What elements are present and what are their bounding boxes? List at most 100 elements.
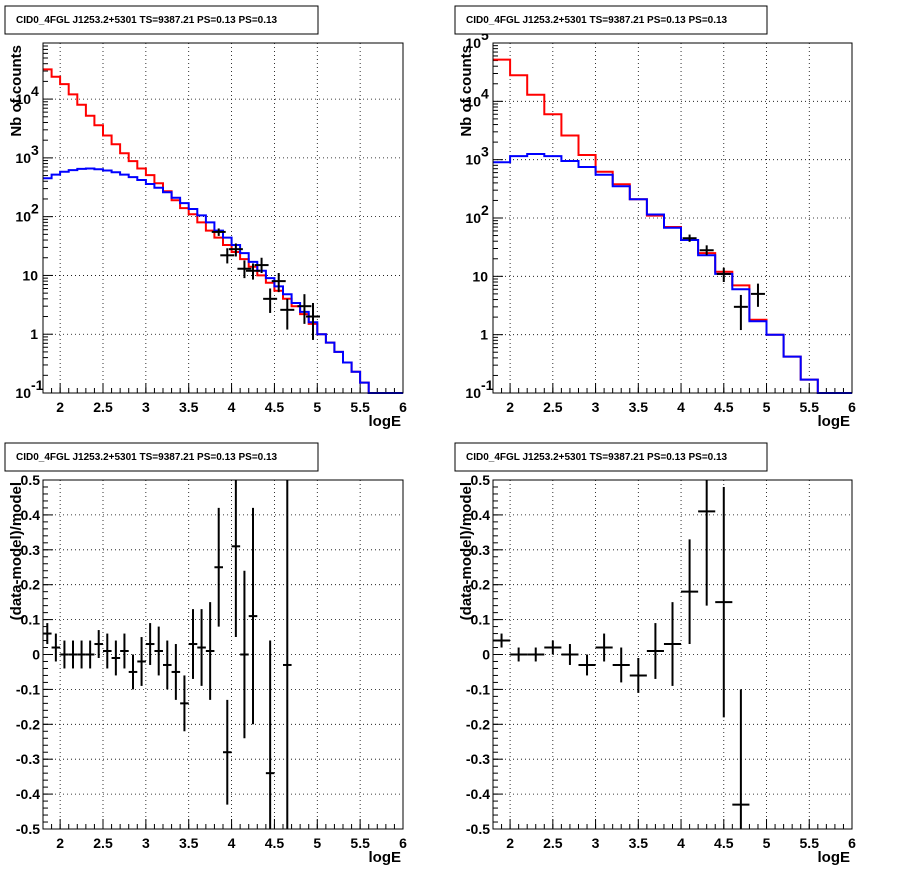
x-tick-label: 2 — [506, 399, 514, 415]
residual-point — [544, 640, 562, 655]
residual-point — [248, 507, 258, 725]
x-tick-label: 3 — [592, 399, 600, 415]
plot-frame — [42, 42, 404, 394]
y-tick-label: 10 — [15, 150, 31, 166]
residual-point — [612, 647, 630, 683]
data-point — [237, 260, 252, 279]
y-tick-label: 0.2 — [471, 577, 491, 593]
y-tick-label: -0.1 — [16, 681, 40, 697]
residual-point — [111, 640, 121, 676]
residual-point — [85, 640, 95, 669]
y-tick-label: -0.4 — [466, 786, 490, 802]
data-point — [263, 288, 278, 313]
residual-point — [214, 507, 223, 627]
x-tick-label: 2 — [56, 835, 64, 851]
residual-point — [154, 626, 163, 676]
y-tick-label: 1 — [30, 326, 38, 342]
y-tick-exponent: 2 — [481, 202, 489, 218]
residual-point — [595, 633, 613, 662]
y-tick-label: 0.2 — [21, 577, 41, 593]
residual-point — [283, 480, 292, 829]
y-tick-label: 0.3 — [471, 542, 491, 558]
plot-frame — [492, 42, 853, 394]
x-tick-label: 3.5 — [629, 399, 649, 415]
x-tick-label: 5 — [313, 399, 321, 415]
y-tick-label: 0.1 — [471, 612, 491, 628]
residual-point — [188, 609, 198, 679]
y-axis-label: Nb of counts — [458, 45, 475, 137]
x-tick-label: 6 — [399, 399, 407, 415]
y-tick-exponent: -1 — [31, 377, 44, 393]
residual-point — [231, 480, 241, 638]
residual-point — [561, 644, 579, 665]
residual-point — [629, 657, 647, 693]
residual-point — [120, 633, 129, 669]
y-tick-exponent: 3 — [481, 144, 489, 160]
plot-title-box — [454, 442, 768, 472]
residual-point — [171, 644, 181, 700]
residual-point — [578, 654, 596, 676]
x-axis-label: logE — [369, 849, 402, 866]
y-tick-exponent: 4 — [481, 85, 489, 101]
y-tick-label: 0 — [482, 647, 490, 663]
x-tick-label: 6 — [399, 835, 407, 851]
data-point — [246, 263, 260, 280]
y-tick-label: -0.1 — [466, 681, 490, 697]
x-tick-label: 3.5 — [179, 835, 199, 851]
residual-point — [265, 640, 275, 829]
plot-title-box — [454, 5, 768, 35]
y-tick-label: 0.4 — [471, 507, 491, 523]
x-tick-label: 4 — [228, 835, 236, 851]
y-tick-label: -0.5 — [466, 821, 490, 837]
y-tick-label: 0.3 — [21, 542, 41, 558]
x-tick-label: 5 — [763, 399, 771, 415]
residual-point — [510, 647, 528, 662]
y-tick-label: -0.3 — [466, 751, 490, 767]
x-tick-label: 4 — [677, 835, 685, 851]
y-tick-label: 10 — [465, 152, 481, 168]
data-point — [682, 234, 697, 242]
x-tick-label: 2 — [56, 399, 64, 415]
plot-title: CID0_4FGL J1253.2+5301 TS=9387.21 PS=0.1… — [466, 15, 728, 26]
y-tick-label: 1 — [480, 327, 488, 343]
data-point — [220, 248, 235, 264]
y-tick-label: 0.4 — [21, 507, 41, 523]
plot-frame — [42, 479, 404, 830]
residual-point — [145, 623, 155, 665]
y-tick-label: 10 — [465, 385, 481, 401]
residual-point — [698, 480, 716, 606]
y-tick-label: 0 — [32, 647, 40, 663]
x-tick-label: 5.5 — [350, 399, 370, 415]
x-tick-label: 3 — [142, 399, 150, 415]
plot-title: CID0_4FGL J1253.2+5301 TS=9387.21 PS=0.1… — [16, 15, 278, 26]
y-tick-label: -0.2 — [466, 716, 490, 732]
y-axis-label: (data-model)/model — [458, 482, 475, 620]
x-tick-label: 2.5 — [93, 835, 113, 851]
residual-point — [103, 633, 112, 669]
residual-point — [137, 637, 146, 686]
data-point — [699, 245, 714, 256]
residual-point — [681, 539, 699, 645]
y-tick-exponent: -1 — [481, 377, 494, 393]
y-tick-exponent: 5 — [481, 27, 489, 43]
y-tick-label: 0.5 — [471, 472, 491, 488]
x-tick-label: 4.5 — [714, 399, 734, 415]
x-tick-label: 5.5 — [800, 399, 820, 415]
residual-point — [180, 675, 189, 732]
plot-title: CID0_4FGL J1253.2+5301 TS=9387.21 PS=0.1… — [16, 452, 278, 463]
residual-point — [43, 623, 52, 645]
plot-panel-4: 2 2.5 3 3.5 4 4.5 5 5.5 6 -0.5 -0.4 -0.3 -0.2 -0.1 0 0.… — [454, 442, 856, 866]
y-tick-label: 10 — [465, 93, 481, 109]
y-tick-label: -0.3 — [16, 751, 40, 767]
y-tick-label: 10 — [22, 267, 38, 283]
data-point — [280, 298, 295, 330]
y-tick-exponent: 2 — [31, 201, 39, 217]
x-tick-label: 3 — [592, 835, 600, 851]
x-tick-label: 5 — [313, 835, 321, 851]
histogram-series-2 — [493, 153, 852, 394]
y-tick-label: 0.1 — [21, 612, 41, 628]
x-tick-label: 4 — [228, 399, 236, 415]
